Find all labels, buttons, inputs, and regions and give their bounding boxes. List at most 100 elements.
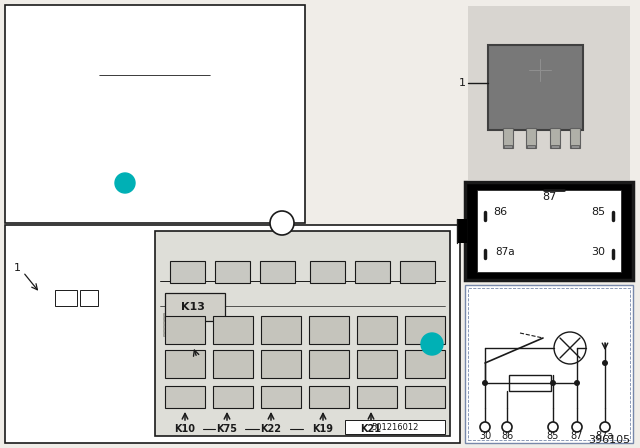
Bar [261,316,301,344]
Circle shape [421,333,443,355]
Circle shape [361,244,379,262]
Text: 30: 30 [591,247,605,257]
Text: 87a: 87a [596,431,614,441]
Ellipse shape [64,94,82,103]
Bar [465,182,633,280]
Circle shape [348,299,362,313]
Bar [55,290,77,306]
Circle shape [95,332,115,352]
Bar [213,316,253,344]
Ellipse shape [100,56,210,91]
Circle shape [90,111,96,117]
Bar [105,129,205,159]
Text: K13: K13 [181,302,205,312]
Circle shape [396,239,424,267]
Circle shape [251,244,269,262]
Circle shape [405,248,415,258]
Text: K22: K22 [260,424,282,434]
Circle shape [572,422,582,432]
Bar [170,261,205,283]
Bar [165,350,205,378]
Bar [165,386,205,408]
Bar [155,231,450,436]
Bar [80,290,98,306]
Text: 1: 1 [428,339,436,349]
Bar [503,128,513,148]
Bar [357,350,397,378]
Polygon shape [583,25,603,130]
Circle shape [482,380,488,386]
Bar [165,293,225,321]
Bar [163,313,185,316]
Circle shape [205,248,215,258]
Bar [163,329,185,332]
Ellipse shape [228,94,246,103]
Bar [570,128,580,148]
Circle shape [100,337,110,347]
Circle shape [246,239,274,267]
Circle shape [306,239,334,267]
Bar [357,316,397,344]
Bar [213,350,253,378]
Text: 85: 85 [591,207,605,217]
Ellipse shape [110,118,200,146]
Circle shape [196,239,224,267]
Text: 86: 86 [501,431,513,441]
Ellipse shape [75,54,235,154]
Bar [309,350,349,378]
Bar [526,128,536,148]
Text: K19: K19 [312,424,333,434]
Circle shape [410,286,420,296]
Bar [163,325,185,328]
Bar [5,225,460,443]
Circle shape [574,380,580,386]
Circle shape [550,380,556,386]
Text: 87a: 87a [495,247,515,257]
Circle shape [401,244,419,262]
Bar [163,321,185,324]
Circle shape [270,211,294,235]
Circle shape [165,286,175,296]
Bar [488,45,583,130]
Text: 86: 86 [493,207,507,217]
Bar [477,190,621,272]
Text: 1: 1 [278,216,286,229]
Bar [163,333,185,336]
Bar [509,375,551,391]
Bar [165,316,205,344]
Bar [345,420,445,434]
Text: 87: 87 [571,431,583,441]
Text: 1: 1 [13,263,20,273]
Text: 396105: 396105 [588,435,630,445]
Circle shape [255,248,265,258]
Bar [405,350,445,378]
Text: K10: K10 [175,424,195,434]
Bar [260,261,295,283]
Bar [213,386,253,408]
Text: K21: K21 [360,424,381,434]
Bar [5,5,305,223]
Bar [261,350,301,378]
Bar [527,145,535,148]
Bar [95,35,215,75]
Bar [504,145,512,148]
Circle shape [115,173,135,193]
Bar [550,128,560,148]
Text: 1: 1 [458,78,465,88]
Bar [457,219,467,243]
Bar [355,261,390,283]
Circle shape [548,422,558,432]
Circle shape [529,59,551,81]
FancyBboxPatch shape [19,296,131,346]
Circle shape [600,422,610,432]
Bar [400,261,435,283]
Text: 30: 30 [479,431,491,441]
Circle shape [365,248,375,258]
Bar [357,386,397,408]
Polygon shape [488,25,603,45]
Text: 87: 87 [542,192,556,202]
Bar [310,261,345,283]
Text: 85: 85 [547,431,559,441]
Bar [405,316,445,344]
Circle shape [311,244,329,262]
